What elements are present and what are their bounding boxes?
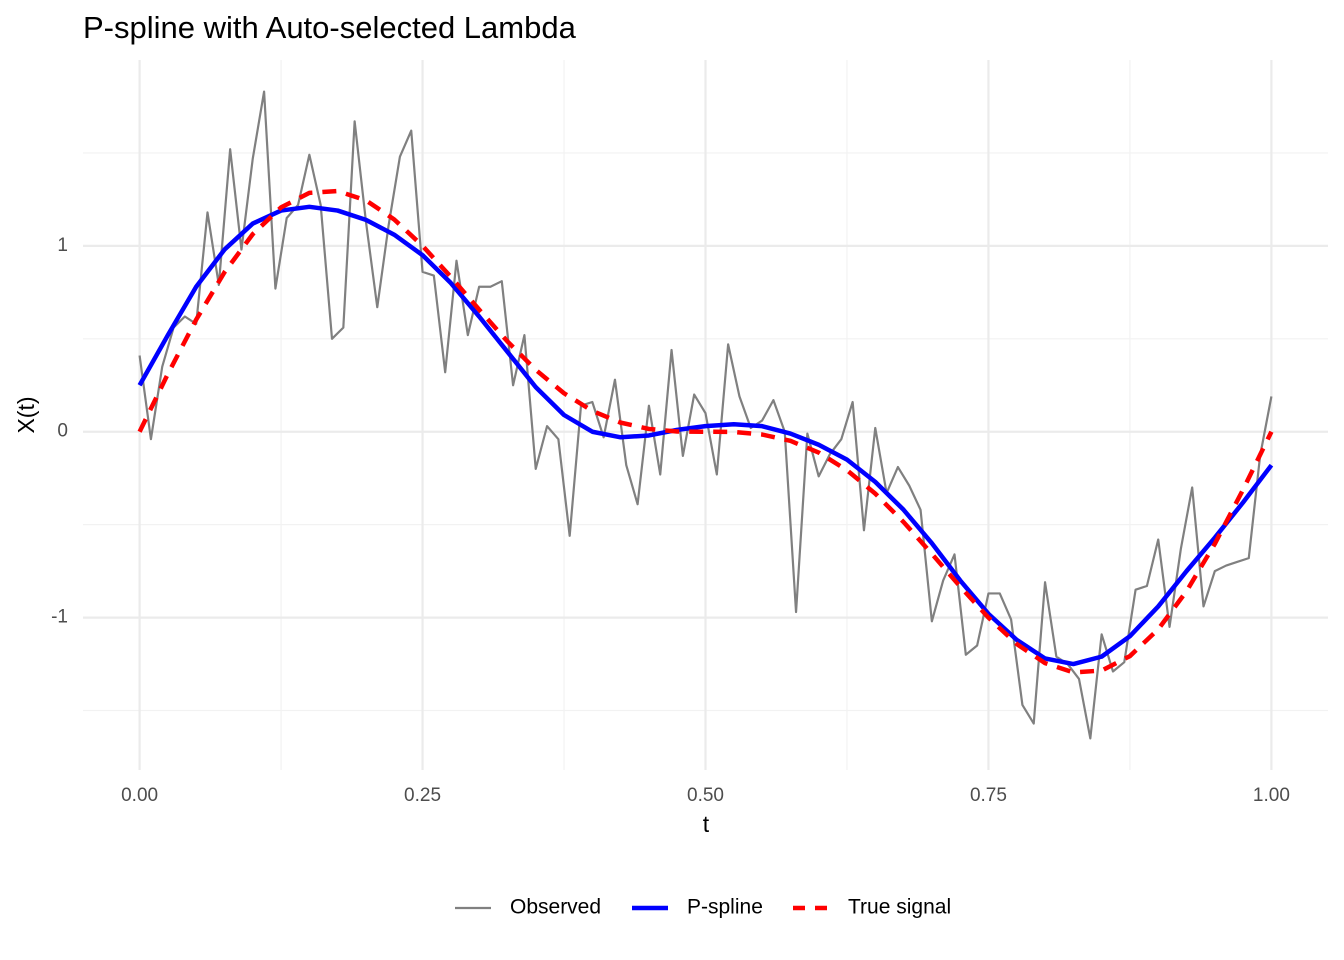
y-tick-label: -1 [51,607,68,628]
series-line [138,90,1273,740]
x-tick-label: 0.25 [404,785,441,806]
series-line [137,188,1274,675]
x-tick-label: 1.00 [1253,785,1290,806]
x-tick-label: 0.00 [121,785,158,806]
y-tick-label: 1 [57,235,68,256]
legend-label: True signal [848,896,951,919]
series-line [137,204,1274,667]
legend-label: Observed [510,896,601,919]
x-tick-label: 0.50 [687,785,724,806]
x-axis-label: t [703,811,710,837]
chart-title: P-spline with Auto-selected Lambda [83,10,577,45]
legend-label: P-spline [687,896,763,919]
x-tick-label: 0.75 [970,785,1007,806]
y-tick-label: 0 [57,421,68,442]
y-axis-label: X(t) [13,396,39,433]
